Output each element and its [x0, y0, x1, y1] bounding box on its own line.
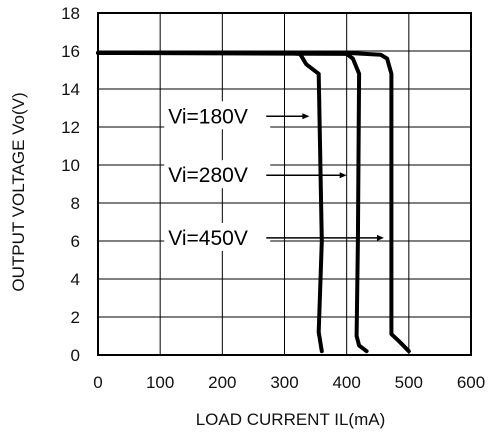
annotation-label: Vi=180V: [168, 105, 248, 128]
series-line-1: [96, 50, 324, 354]
x-tick-label: 200: [208, 373, 236, 392]
annotation-background: [164, 222, 271, 251]
y-tick-label: 10: [61, 156, 80, 175]
x-tick-label: 300: [270, 373, 298, 392]
x-tick-label: 0: [93, 373, 102, 392]
annotation-label: Vi=450V: [168, 227, 248, 250]
annotation-label: Vi=280V: [168, 164, 248, 187]
annotations: Vi=180V Vi=280V Vi=450V: [164, 101, 384, 251]
y-tick-label: 12: [61, 118, 80, 137]
plot-frame: [97, 12, 472, 356]
curves: [96, 50, 411, 354]
y-tick-label: 14: [61, 80, 80, 99]
x-axis-label: LOAD CURRENT IL(mA): [196, 410, 386, 429]
series-line-3: [96, 50, 411, 354]
annotation-background: [164, 101, 271, 130]
y-tick-label: 4: [71, 270, 80, 289]
y-axis-label: OUTPUT VOLTAGE Vo(V): [9, 92, 28, 291]
annotation-arrowhead: [376, 234, 384, 241]
y-tick-label: 18: [61, 4, 80, 23]
y-tick-label: 6: [71, 232, 80, 251]
grid: [98, 13, 471, 355]
x-tick-labels: 0 100 200 300 400 500 600: [93, 373, 485, 392]
annotation-arrowhead: [302, 113, 310, 120]
x-tick-label: 100: [146, 373, 174, 392]
y-tick-label: 16: [61, 42, 80, 61]
x-tick-label: 500: [395, 373, 423, 392]
y-tick-labels: 0 2 4 6 8 10 12 14 16 18: [61, 4, 80, 365]
y-tick-label: 8: [71, 194, 80, 213]
annotation-arrowhead: [339, 172, 347, 179]
annotation-background: [164, 160, 271, 189]
series-line-2: [96, 50, 369, 354]
y-tick-label: 0: [71, 346, 80, 365]
x-tick-label: 400: [332, 373, 360, 392]
y-tick-label: 2: [71, 308, 80, 327]
x-tick-label: 600: [457, 373, 485, 392]
